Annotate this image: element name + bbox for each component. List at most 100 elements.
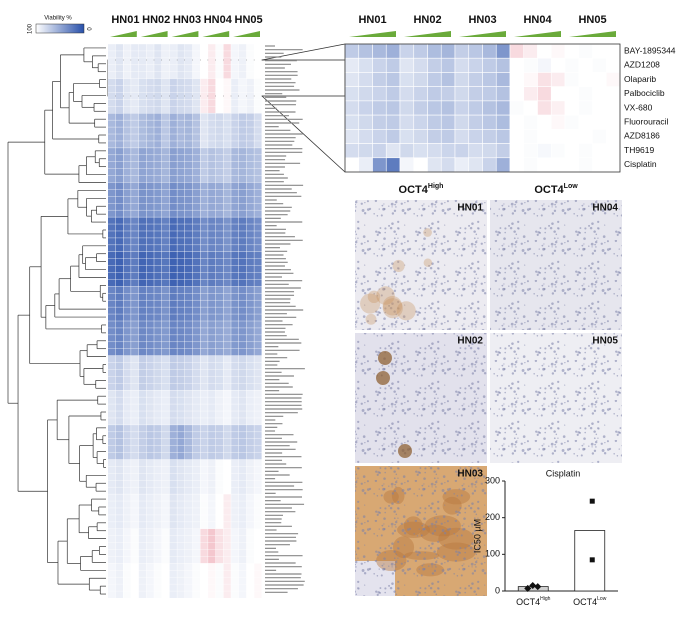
heatmap-cell: [131, 390, 139, 425]
heatmap-cell: [605, 100, 621, 116]
heatmap-cell: [427, 114, 442, 130]
heatmap-cell: [146, 78, 154, 114]
heatmap-cell: [344, 129, 360, 144]
heatmap-cell: [592, 129, 607, 144]
panel-label: HN02: [457, 336, 483, 347]
heatmap-cell: [215, 494, 224, 529]
heatmap-cell: [169, 563, 177, 598]
heatmap-cell: [185, 459, 193, 495]
heatmap-cell: [177, 321, 185, 356]
heatmap-cell: [138, 286, 147, 321]
heatmap-cell: [495, 143, 511, 159]
ihc-texture: [490, 333, 622, 463]
heatmap-cell: [154, 113, 162, 148]
heatmap-cell: [495, 57, 511, 73]
heatmap-cell: [482, 114, 497, 130]
heatmap-cell: [131, 147, 139, 183]
heatmap-cell: [246, 390, 254, 425]
heatmap-cell: [592, 157, 607, 173]
colorbar-label: Viability %: [44, 16, 72, 22]
data-point: [589, 557, 595, 563]
heatmap-cell: [238, 459, 247, 495]
heatmap-cell: [108, 286, 116, 321]
heatmap-cell: [372, 57, 387, 73]
heatmap-cell: [169, 424, 177, 460]
heatmap-cell: [509, 129, 525, 144]
ihc-texture: [355, 333, 487, 463]
heatmap-cell: [185, 286, 193, 321]
heatmap-cell: [592, 72, 607, 87]
heatmap-cell: [185, 78, 193, 114]
heatmap-cell: [246, 321, 254, 356]
heatmap-cell: [246, 78, 254, 114]
heatmap-cell: [200, 44, 208, 79]
heatmap-cell: [177, 286, 185, 321]
heatmap-cell: [482, 86, 497, 102]
heatmap-cell: [454, 57, 470, 73]
heatmap-cell: [123, 355, 131, 391]
label-sup: Low: [564, 183, 579, 190]
heatmap-cell: [550, 157, 566, 173]
heatmap-cell: [537, 57, 552, 73]
heatmap-cell: [131, 424, 139, 460]
concentration-wedge: [110, 31, 137, 37]
heatmap-cell: [523, 72, 538, 87]
heatmap-cell: [146, 113, 154, 148]
heatmap-cell: [509, 100, 525, 116]
heatmap-cell: [200, 459, 208, 495]
heatmap-cell: [564, 100, 580, 116]
heatmap-cell: [246, 251, 254, 287]
heatmap-cell: [161, 182, 170, 218]
heatmap-cell: [138, 147, 147, 183]
ihc-stain: [382, 298, 403, 319]
heatmap-cell: [231, 251, 239, 287]
heatmap-cell: [413, 157, 428, 173]
heatmap-cell: [154, 182, 162, 218]
heatmap-cell: [146, 147, 154, 183]
heatmap-cell: [223, 78, 231, 114]
heatmap-cell: [495, 157, 511, 173]
heatmap-cell: [482, 72, 497, 87]
heatmap-cell: [550, 143, 566, 159]
heatmap-cell: [482, 57, 497, 73]
heatmap-cell: [169, 494, 177, 529]
heatmap-cell: [192, 390, 200, 425]
heatmap-cell: [399, 86, 415, 102]
heatmap-cell: [146, 528, 154, 564]
heatmap-cell: [254, 182, 262, 218]
heatmap-cell: [154, 459, 162, 495]
heatmap-cell: [427, 43, 442, 59]
heatmap-cell: [344, 72, 360, 87]
heatmap-cell: [108, 424, 116, 460]
concentration-wedge: [569, 31, 616, 37]
heatmap-cell: [154, 78, 162, 114]
zoom-frame: [344, 43, 621, 173]
ihc-stain: [367, 290, 381, 304]
heatmap-cell: [108, 321, 116, 356]
heatmap-cell: [169, 321, 177, 356]
heatmap-cell: [154, 390, 162, 425]
heatmap-cell: [115, 563, 123, 598]
heatmap-cell: [138, 424, 147, 460]
heatmap-cell: [254, 321, 262, 356]
heatmap-cell: [399, 43, 415, 59]
heatmap-cell: [413, 43, 428, 59]
heatmap-cell: [440, 57, 456, 73]
heatmap-cell: [358, 57, 373, 73]
heatmap-cell: [215, 147, 224, 183]
heatmap-cell: [215, 424, 224, 460]
heatmap-cell: [131, 217, 139, 252]
heatmap-cell: [215, 78, 224, 114]
heatmap-cell: [223, 44, 231, 79]
heatmap-cell: [208, 44, 216, 79]
heatmap-cell: [246, 459, 254, 495]
heatmap-cell: [169, 113, 177, 148]
heatmap-cell: [138, 113, 147, 148]
heatmap-cell: [146, 182, 154, 218]
heatmap-cell: [344, 157, 360, 173]
heatmap-cell: [564, 114, 580, 130]
heatmap-cell: [108, 113, 116, 148]
heatmap-cell: [215, 286, 224, 321]
heatmap-cell: [399, 157, 415, 173]
row-label: Olaparib: [624, 74, 656, 84]
